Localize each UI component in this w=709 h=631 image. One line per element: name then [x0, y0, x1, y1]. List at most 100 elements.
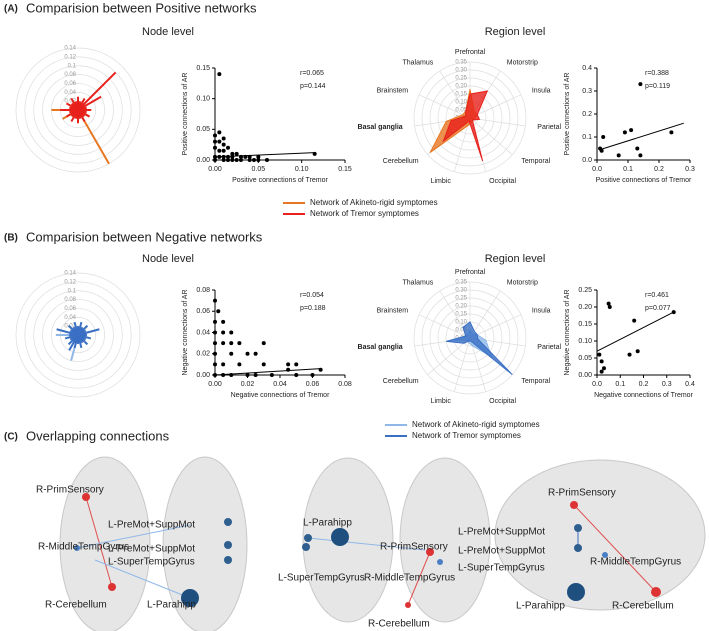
point	[229, 341, 234, 346]
point	[601, 366, 606, 371]
point	[253, 373, 258, 377]
point	[269, 373, 274, 377]
y-tick-label: 0.06	[196, 308, 210, 315]
x-tick-label: 0.4	[685, 381, 695, 388]
edge	[573, 504, 657, 593]
node	[302, 543, 310, 551]
region-label: R-MiddleTempGyrus	[590, 557, 681, 568]
category-label: Cerebellum	[383, 378, 419, 385]
point	[669, 130, 674, 135]
x-tick-label: 0.1	[615, 381, 625, 388]
y-axis-label: Negative connections of AR	[564, 290, 571, 376]
category-label: Occipital	[489, 398, 516, 405]
annotation: p=0.188	[300, 305, 326, 312]
panel-title: Comparision between Negative networks	[26, 229, 263, 244]
node	[331, 528, 349, 546]
category-label: Parietal	[537, 344, 561, 351]
x-tick-label: 0.0	[592, 166, 602, 173]
annotation: p=0.144	[300, 83, 326, 90]
region-label: L-PreMot+SuppMot	[108, 520, 195, 531]
category-label: Motorstrip	[507, 59, 538, 66]
r-tick-label: 0.1	[68, 288, 77, 294]
radar-area	[446, 321, 513, 376]
x-tick-label: 0.0	[592, 381, 602, 388]
category-label: Insula	[532, 87, 551, 94]
r-tick-label: 0.05	[455, 108, 467, 114]
point	[221, 158, 226, 162]
node	[437, 559, 443, 565]
r-tick-label: 0.15	[455, 92, 467, 98]
node-title: Node level	[142, 26, 194, 38]
point	[638, 82, 643, 87]
spike	[74, 101, 79, 111]
x-axis-label: Negative connections of Tremor	[231, 392, 330, 399]
node	[602, 552, 608, 558]
region-label: R-Cerebellum	[612, 601, 674, 612]
y-tick-label: 0.00	[196, 157, 210, 164]
node	[651, 587, 661, 597]
point	[245, 351, 250, 356]
point	[627, 352, 632, 357]
point	[310, 373, 315, 377]
point	[213, 319, 217, 324]
grid-ring	[15, 272, 141, 398]
x-axis-label: Negative connections of Tremor	[594, 392, 693, 399]
spoke	[427, 337, 471, 375]
x-tick-label: 0.1	[623, 166, 633, 173]
r-tick-label: 0.02	[64, 99, 76, 105]
x-axis-label: Positive connections of Tremor	[596, 177, 692, 184]
point	[294, 362, 299, 367]
category-label: Thalamus	[403, 279, 434, 286]
spoke	[469, 94, 522, 119]
point	[237, 341, 242, 346]
node	[224, 518, 232, 526]
category-label: Brainstem	[377, 87, 409, 94]
point	[221, 319, 226, 324]
r-tick-label: 0.12	[64, 279, 76, 285]
node	[224, 556, 232, 564]
spoke	[439, 70, 471, 119]
edge	[76, 524, 191, 549]
y-tick-label: 0.04	[196, 329, 210, 336]
x-axis-label: Positive connections of Tremor	[232, 177, 328, 184]
r-tick-label: 0.05	[455, 328, 467, 334]
point	[217, 130, 222, 135]
legend-label: Network of Tremor symptomes	[412, 431, 521, 440]
r-tick-label: 0.12	[64, 54, 76, 60]
point	[635, 349, 640, 354]
r-tick-label: 0.35	[455, 280, 467, 286]
point	[256, 154, 261, 159]
point	[221, 148, 226, 153]
category-label: Occipital	[489, 178, 516, 185]
category-label: Basal ganglia	[358, 344, 403, 351]
r-tick-label: 0.08	[64, 72, 76, 78]
point	[234, 151, 239, 156]
fit-line	[596, 311, 674, 352]
point	[635, 146, 640, 151]
annotation: r=0.065	[300, 70, 324, 77]
point	[252, 158, 256, 162]
point	[213, 145, 217, 150]
grid-ring	[33, 65, 123, 155]
r-tick-label: 0.10	[455, 320, 467, 326]
node	[181, 589, 199, 607]
grid-ring	[42, 74, 114, 146]
y-axis-label: Negative connections of AR	[182, 290, 189, 376]
point	[217, 139, 222, 144]
spoke	[469, 117, 513, 155]
point	[213, 298, 217, 303]
point	[213, 351, 217, 356]
spoke	[418, 94, 471, 119]
region-title: Region level	[485, 26, 546, 38]
region-label: R-MiddleTempGyrus	[364, 573, 455, 584]
legend-label: Network of Akineto-rigid symptomes	[310, 198, 438, 207]
category-label: Cerebellum	[383, 158, 419, 165]
point	[217, 72, 222, 77]
point	[213, 133, 217, 138]
point	[226, 158, 230, 162]
grid-ring	[33, 290, 123, 380]
y-tick-label: 0.4	[582, 65, 592, 72]
point	[261, 362, 266, 367]
category-label: Limbic	[431, 178, 452, 185]
